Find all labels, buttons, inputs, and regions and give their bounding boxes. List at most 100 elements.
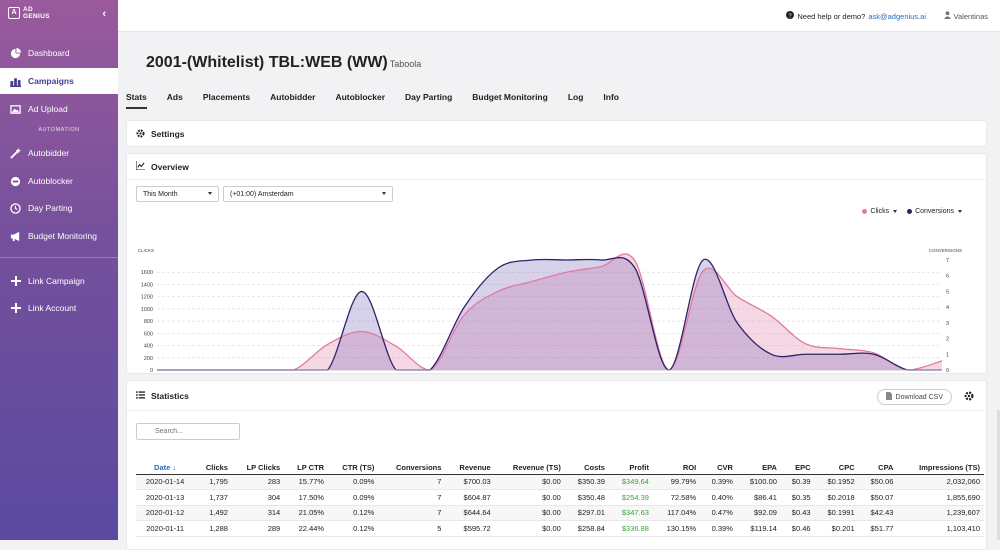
sidebar-item-label: Ad Upload	[28, 104, 68, 114]
tab-info[interactable]: Info	[603, 92, 619, 102]
page-scrollbar[interactable]	[997, 410, 1000, 540]
sidebar-item-link-campaign[interactable]: Link Campaign	[0, 268, 118, 294]
sidebar-item-link-account[interactable]: Link Account	[0, 295, 118, 321]
tab-bar: Stats Ads Placements Autobidder Autobloc…	[126, 92, 619, 109]
tab-autoblocker[interactable]: Autoblocker	[335, 92, 386, 102]
table-cell: 2020-01-14	[136, 474, 195, 490]
table-cell: 22.44%	[284, 520, 329, 537]
download-csv-label: Download CSV	[895, 393, 943, 401]
column-header[interactable]: Impressions (TS)	[897, 454, 984, 475]
table-cell: $0.00	[494, 489, 565, 506]
question-circle-icon: ?	[786, 11, 795, 21]
table-cell: $119.14	[736, 520, 781, 537]
table-cell: $0.00	[494, 474, 565, 490]
overview-label: Overview	[151, 161, 189, 172]
y-tick-label-left: 600	[144, 331, 153, 337]
sidebar-item-autobidder[interactable]: Autobidder	[0, 140, 118, 166]
table-cell: 314	[231, 505, 285, 521]
tab-placements[interactable]: Placements	[202, 92, 251, 102]
column-header[interactable]: CVR	[700, 454, 737, 475]
megaphone-icon	[9, 230, 22, 243]
table-cell: $297.01	[564, 505, 609, 521]
y-tick-label-right: 3	[946, 321, 949, 327]
download-csv-button[interactable]: Download CSV	[876, 389, 952, 405]
series-area-conversions	[157, 257, 942, 370]
y-tick-label-left: 0	[150, 368, 153, 374]
sidebar-item-budget-monitoring[interactable]: Budget Monitoring	[0, 223, 118, 249]
y-tick-label-left: 200	[144, 356, 153, 362]
sidebar-item-campaigns[interactable]: Campaigns	[0, 68, 118, 94]
sidebar-item-dashboard[interactable]: Dashboard	[0, 40, 118, 66]
sidebar-item-label: Campaigns	[28, 76, 74, 86]
campaign-name: 2001-(Whitelist) TBL:WEB (WW)	[146, 54, 388, 71]
series-area-clicks	[157, 253, 942, 370]
column-header[interactable]: EPA	[736, 454, 781, 475]
table-cell: 1,737	[194, 489, 232, 506]
table-cell: $0.39	[780, 474, 815, 490]
tab-stats[interactable]: Stats	[126, 92, 147, 109]
tab-budget-monitoring[interactable]: Budget Monitoring	[472, 92, 548, 102]
timezone-select[interactable]: (+01:00) Amsterdam	[223, 186, 393, 202]
sidebar-item-day-parting[interactable]: Day Parting	[0, 195, 118, 221]
column-header[interactable]: LP CTR	[284, 454, 329, 475]
settings-card[interactable]: Settings	[126, 120, 987, 147]
table-cell: $350.39	[564, 474, 609, 490]
column-header[interactable]: Costs	[564, 454, 609, 475]
column-header[interactable]: Profit	[608, 454, 653, 475]
sidebar-item-ad-upload[interactable]: Ad Upload	[0, 96, 118, 122]
timezone-value: (+01:00) Amsterdam	[230, 190, 294, 198]
period-value: This Month	[143, 190, 178, 198]
table-cell: $0.00	[494, 505, 565, 521]
tab-day-parting[interactable]: Day Parting	[405, 92, 453, 102]
column-header[interactable]: Conversions	[378, 454, 446, 475]
legend-clicks[interactable]: Clicks	[862, 208, 898, 215]
help-text: Need help or demo?	[797, 11, 866, 21]
table-cell: 117.04%	[652, 505, 701, 521]
table-row: 2020-01-12 1,492 314 21.05% 0.12% 7 $644.64 $0.…	[136, 505, 984, 521]
table-cell: $0.46	[780, 520, 815, 537]
column-header[interactable]: CPC	[814, 454, 859, 475]
tab-ads[interactable]: Ads	[166, 92, 183, 102]
legend-conversions[interactable]: Conversions	[907, 208, 962, 215]
image-icon	[9, 103, 22, 116]
column-header[interactable]: EPC	[780, 454, 815, 475]
logo-line2: GENIUS	[23, 13, 50, 20]
tab-log[interactable]: Log	[567, 92, 584, 102]
column-header[interactable]: Revenue (TS)	[494, 454, 565, 475]
column-header[interactable]: CTR (TS)	[328, 454, 379, 475]
help-email-link[interactable]: ask@adgenius.ai	[868, 11, 926, 21]
table-cell: $92.09	[736, 505, 781, 521]
gear-icon	[136, 128, 145, 140]
user-menu[interactable]: Valentinas	[943, 11, 988, 21]
table-cell: $51.77	[858, 520, 898, 537]
column-header[interactable]: Revenue	[445, 454, 495, 475]
column-header[interactable]: Date ↓	[136, 454, 195, 475]
table-header-row: Date ↓ Clicks LP Clicks LP CTR CTR (TS) Conve…	[136, 454, 984, 475]
y-tick-label-left: 1000	[141, 307, 153, 313]
logo[interactable]: A AD GENIUS	[8, 6, 50, 20]
table-cell: 17.50%	[284, 489, 329, 506]
column-header[interactable]: LP Clicks	[231, 454, 285, 475]
table-cell: $0.1991	[814, 505, 859, 521]
y-tick-label-right: 1	[946, 352, 949, 358]
column-header[interactable]: ROI	[652, 454, 701, 475]
column-header[interactable]: Clicks	[194, 454, 232, 475]
table-cell: $0.35	[780, 489, 815, 506]
table-cell: $86.41	[736, 489, 781, 506]
search-input[interactable]	[136, 423, 240, 440]
collapse-sidebar-chevron-icon[interactable]: ‹	[102, 8, 106, 20]
table-cell: 1,288	[194, 520, 232, 537]
table-cell: $50.06	[858, 474, 898, 490]
sidebar-item-label: Link Account	[28, 303, 77, 313]
sidebar-item-label: Autoblocker	[28, 176, 73, 186]
table-cell: 289	[231, 520, 285, 537]
tab-autobidder[interactable]: Autobidder	[270, 92, 316, 102]
table-cell: $350.48	[564, 489, 609, 506]
sidebar-item-label: Dashboard	[28, 48, 70, 58]
help-section: ? Need help or demo? ask@adgenius.ai	[786, 11, 926, 21]
table-settings-gear-icon[interactable]	[964, 391, 974, 403]
table-cell: 2020-01-11	[136, 520, 195, 537]
column-header[interactable]: CPA	[858, 454, 898, 475]
period-select[interactable]: This Month	[136, 186, 219, 202]
sidebar-item-autoblocker[interactable]: Autoblocker	[0, 168, 118, 194]
